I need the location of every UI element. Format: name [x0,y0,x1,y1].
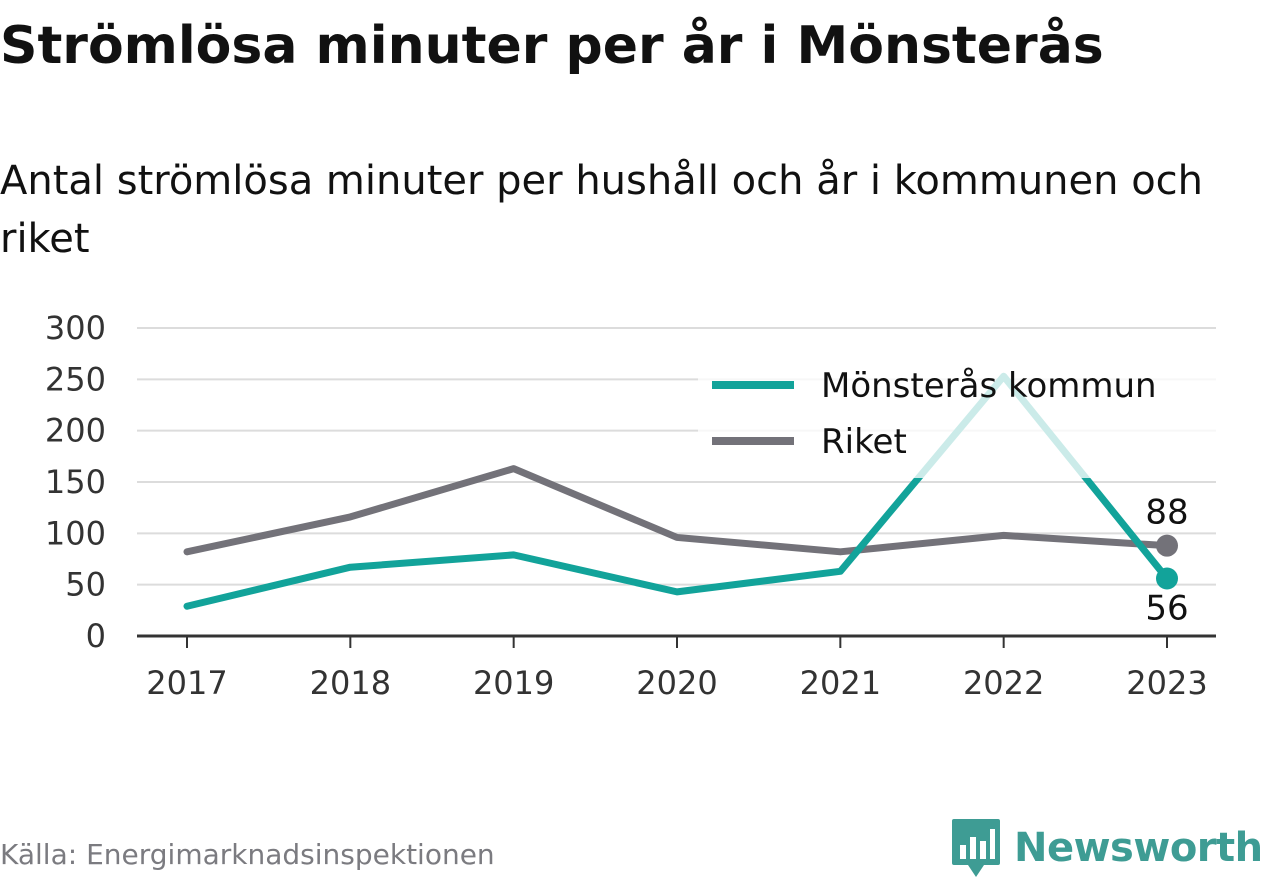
x-tick-label: 2017 [146,664,227,702]
y-tick-label: 100 [45,514,106,552]
legend-background [698,360,1218,478]
x-tick-label: 2019 [473,664,554,702]
bar-chart-logo-icon [952,819,1000,877]
x-tick-label: 2020 [636,664,717,702]
series-line-riket [183,465,1171,556]
brand-name: Newsworthy [1014,825,1262,871]
brand-logo: Newsworthy [950,817,1262,879]
y-axis-ticks: 0 50 100 150 200 250 300 [45,309,106,655]
end-labels: 88 56 [1145,493,1188,629]
y-tick-label: 300 [45,309,106,347]
x-tick-label: 2018 [310,664,391,702]
x-tick-label: 2021 [800,664,881,702]
y-tick-label: 150 [45,463,106,501]
source-text: Källa: Energimarknadsinspektionen [0,838,495,871]
legend: Mönsterås kommun Riket [698,360,1218,478]
legend-label-monsteras-kommun: Mönsterås kommun [821,366,1157,406]
end-point-monsteras-kommun [1156,567,1178,590]
end-label-riket: 88 [1145,493,1188,533]
x-tick-label: 2022 [963,664,1044,702]
end-point-riket [1156,534,1178,557]
chart-title: Strömlösa minuter per år i Mönsterås [0,16,1104,76]
chart-subtitle: Antal strömlösa minuter per hushåll och … [0,158,1204,262]
x-axis: 2017 2018 2019 2020 2021 2022 2023 [137,634,1216,702]
end-label-monsteras-kommun: 56 [1145,589,1188,629]
legend-label-riket: Riket [821,422,907,462]
x-tick-label: 2023 [1126,664,1207,702]
y-tick-label: 250 [45,360,106,398]
y-tick-label: 50 [65,566,106,604]
y-tick-label: 0 [86,617,106,655]
y-tick-label: 200 [45,412,106,450]
